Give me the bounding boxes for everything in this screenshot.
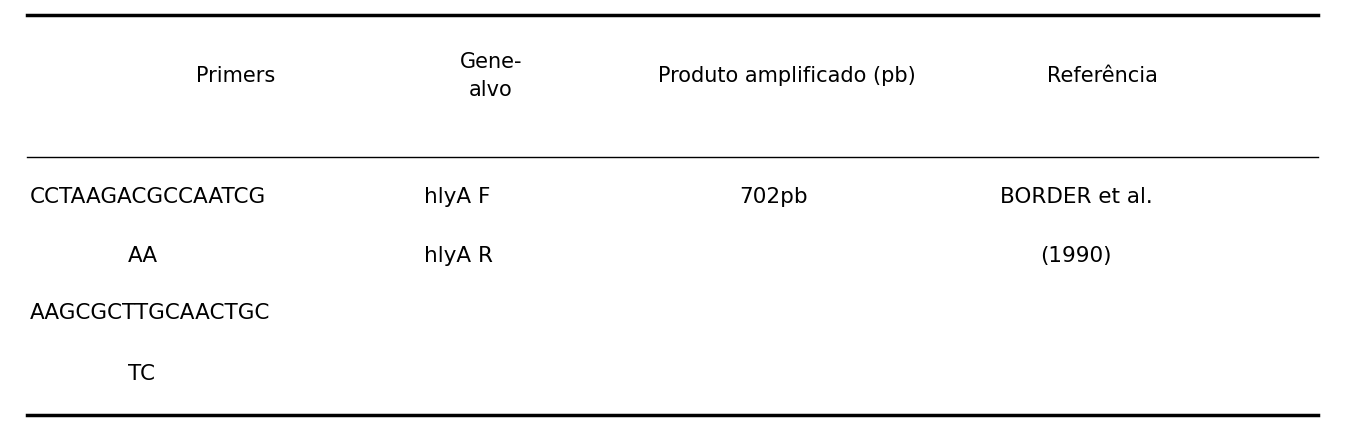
Text: AA: AA — [128, 246, 157, 266]
Text: Gene-
alvo: Gene- alvo — [460, 52, 522, 100]
Text: 702pb: 702pb — [738, 187, 808, 207]
Text: BORDER et al.: BORDER et al. — [999, 187, 1153, 207]
Text: AAGCGCTTGCAACTGC: AAGCGCTTGCAACTGC — [30, 303, 270, 323]
Text: Produto amplificado (pb): Produto amplificado (pb) — [658, 66, 916, 86]
Text: Primers: Primers — [196, 66, 274, 86]
Text: TC: TC — [128, 364, 155, 385]
Text: hlyA F: hlyA F — [424, 187, 490, 207]
Text: hlyA R: hlyA R — [424, 246, 492, 266]
Text: Referência: Referência — [1048, 66, 1158, 86]
Text: (1990): (1990) — [1040, 246, 1112, 266]
Text: CCTAAGACGCCAATCG: CCTAAGACGCCAATCG — [30, 187, 266, 207]
